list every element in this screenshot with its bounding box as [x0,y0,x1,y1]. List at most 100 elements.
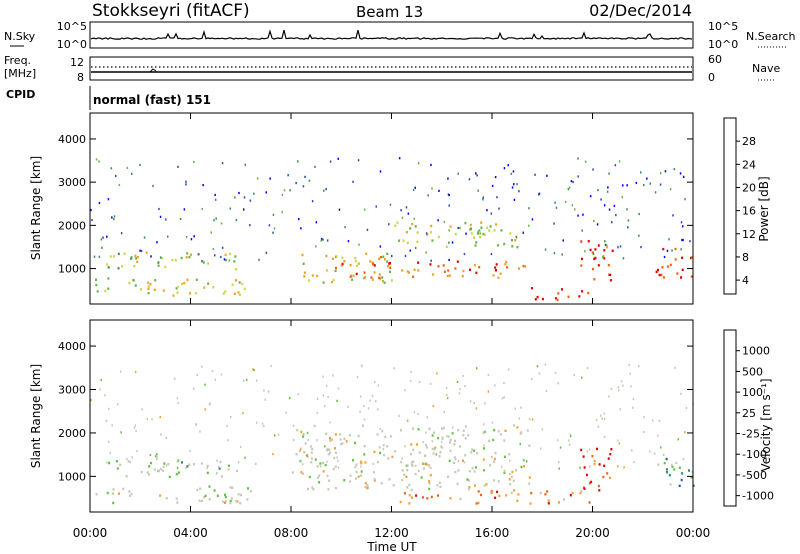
echo-cell [302,185,305,188]
echo-cell [91,219,93,222]
echo-cell [378,276,381,280]
echo-cell [626,184,628,187]
echo-cell [244,163,246,166]
echo-cell [341,256,344,259]
echo-cell [426,416,428,419]
echo-cell [163,462,166,465]
echo-cell [316,465,319,468]
echo-cell [156,456,158,459]
echo-cell [414,464,417,468]
echo-cell [586,450,589,453]
echo-cell [363,418,366,421]
echo-cell [619,408,621,411]
echo-cell [665,457,668,461]
echo-cell [428,482,431,485]
echo-cell [379,170,382,173]
power-colorbar-label: Power [dB] [757,176,771,241]
echo-cell [598,489,601,492]
echo-cell [188,255,191,259]
echo-cell [473,449,476,452]
echo-cell [382,279,384,283]
echo-cell [467,479,470,482]
echo-cell [304,175,306,178]
echo-cell [229,207,232,210]
echo-cell [435,453,438,456]
echo-cell [440,445,443,448]
echo-cell [458,445,461,448]
echo-cell [233,292,236,295]
echo-cell [454,458,457,461]
echo-cell [158,207,160,211]
echo-cell [355,477,357,480]
echo-cell [255,379,258,382]
echo-cell [488,229,491,232]
echo-cell [325,254,328,258]
echo-cell [587,291,590,295]
echo-cell [448,241,450,244]
echo-cell [171,258,174,262]
echo-cell [430,224,433,228]
echo-cell [597,264,600,267]
echo-cell [322,394,324,397]
echo-cell [558,467,560,470]
echo-cell [344,226,346,229]
echo-cell [510,172,513,175]
echo-cell [300,447,302,450]
echo-cell [598,463,601,466]
echo-cell [147,291,150,295]
echo-cell [424,462,427,465]
echo-cell [159,416,161,419]
echo-cell [503,242,506,246]
echo-cell [150,255,152,258]
echo-cell [662,247,665,251]
echo-cell [396,221,399,224]
echo-cell [493,229,496,232]
echo-cell [400,460,403,464]
echo-cell [150,461,153,465]
echo-cell [219,460,222,464]
echo-cell [462,429,465,432]
echo-cell [658,273,661,277]
echo-cell [497,244,500,247]
cpid-label: CPID [6,88,35,101]
echo-cell [431,239,434,242]
echo-cell [348,434,351,437]
echo-cell [526,429,529,432]
echo-cell [412,427,414,430]
echo-cell [199,430,201,433]
echo-cell [536,365,539,368]
echo-cell [547,502,550,505]
echo-cell [508,472,511,476]
echo-cell [638,212,640,216]
echo-cell [300,430,303,434]
echo-cell [482,431,485,434]
echo-cell [359,395,362,398]
echo-cell [496,490,499,494]
echo-cell [414,186,416,189]
echo-cell [337,466,340,469]
echo-cell [352,459,354,462]
echo-cell [416,231,419,234]
echo-cell [596,223,599,226]
echo-cell [113,255,115,258]
echo-cell [491,184,494,187]
echo-cell [363,444,366,448]
echo-cell [107,198,110,201]
echo-cell [520,465,523,469]
echo-cell [388,223,390,226]
echo-cell [662,276,665,279]
echo-cell [175,497,178,500]
echo-cell [328,448,331,451]
beam-title: Beam 13 [356,3,423,21]
echo-cell [635,181,638,185]
echo-cell [439,451,442,454]
echo-cell [308,475,311,479]
echo-cell [148,473,150,476]
echo-cell [628,363,630,367]
echo-cell [408,494,411,497]
echo-cell [359,410,361,413]
echo-cell [301,253,304,257]
echo-cell [438,189,440,192]
echo-cell [468,178,471,181]
echo-cell [408,483,411,487]
